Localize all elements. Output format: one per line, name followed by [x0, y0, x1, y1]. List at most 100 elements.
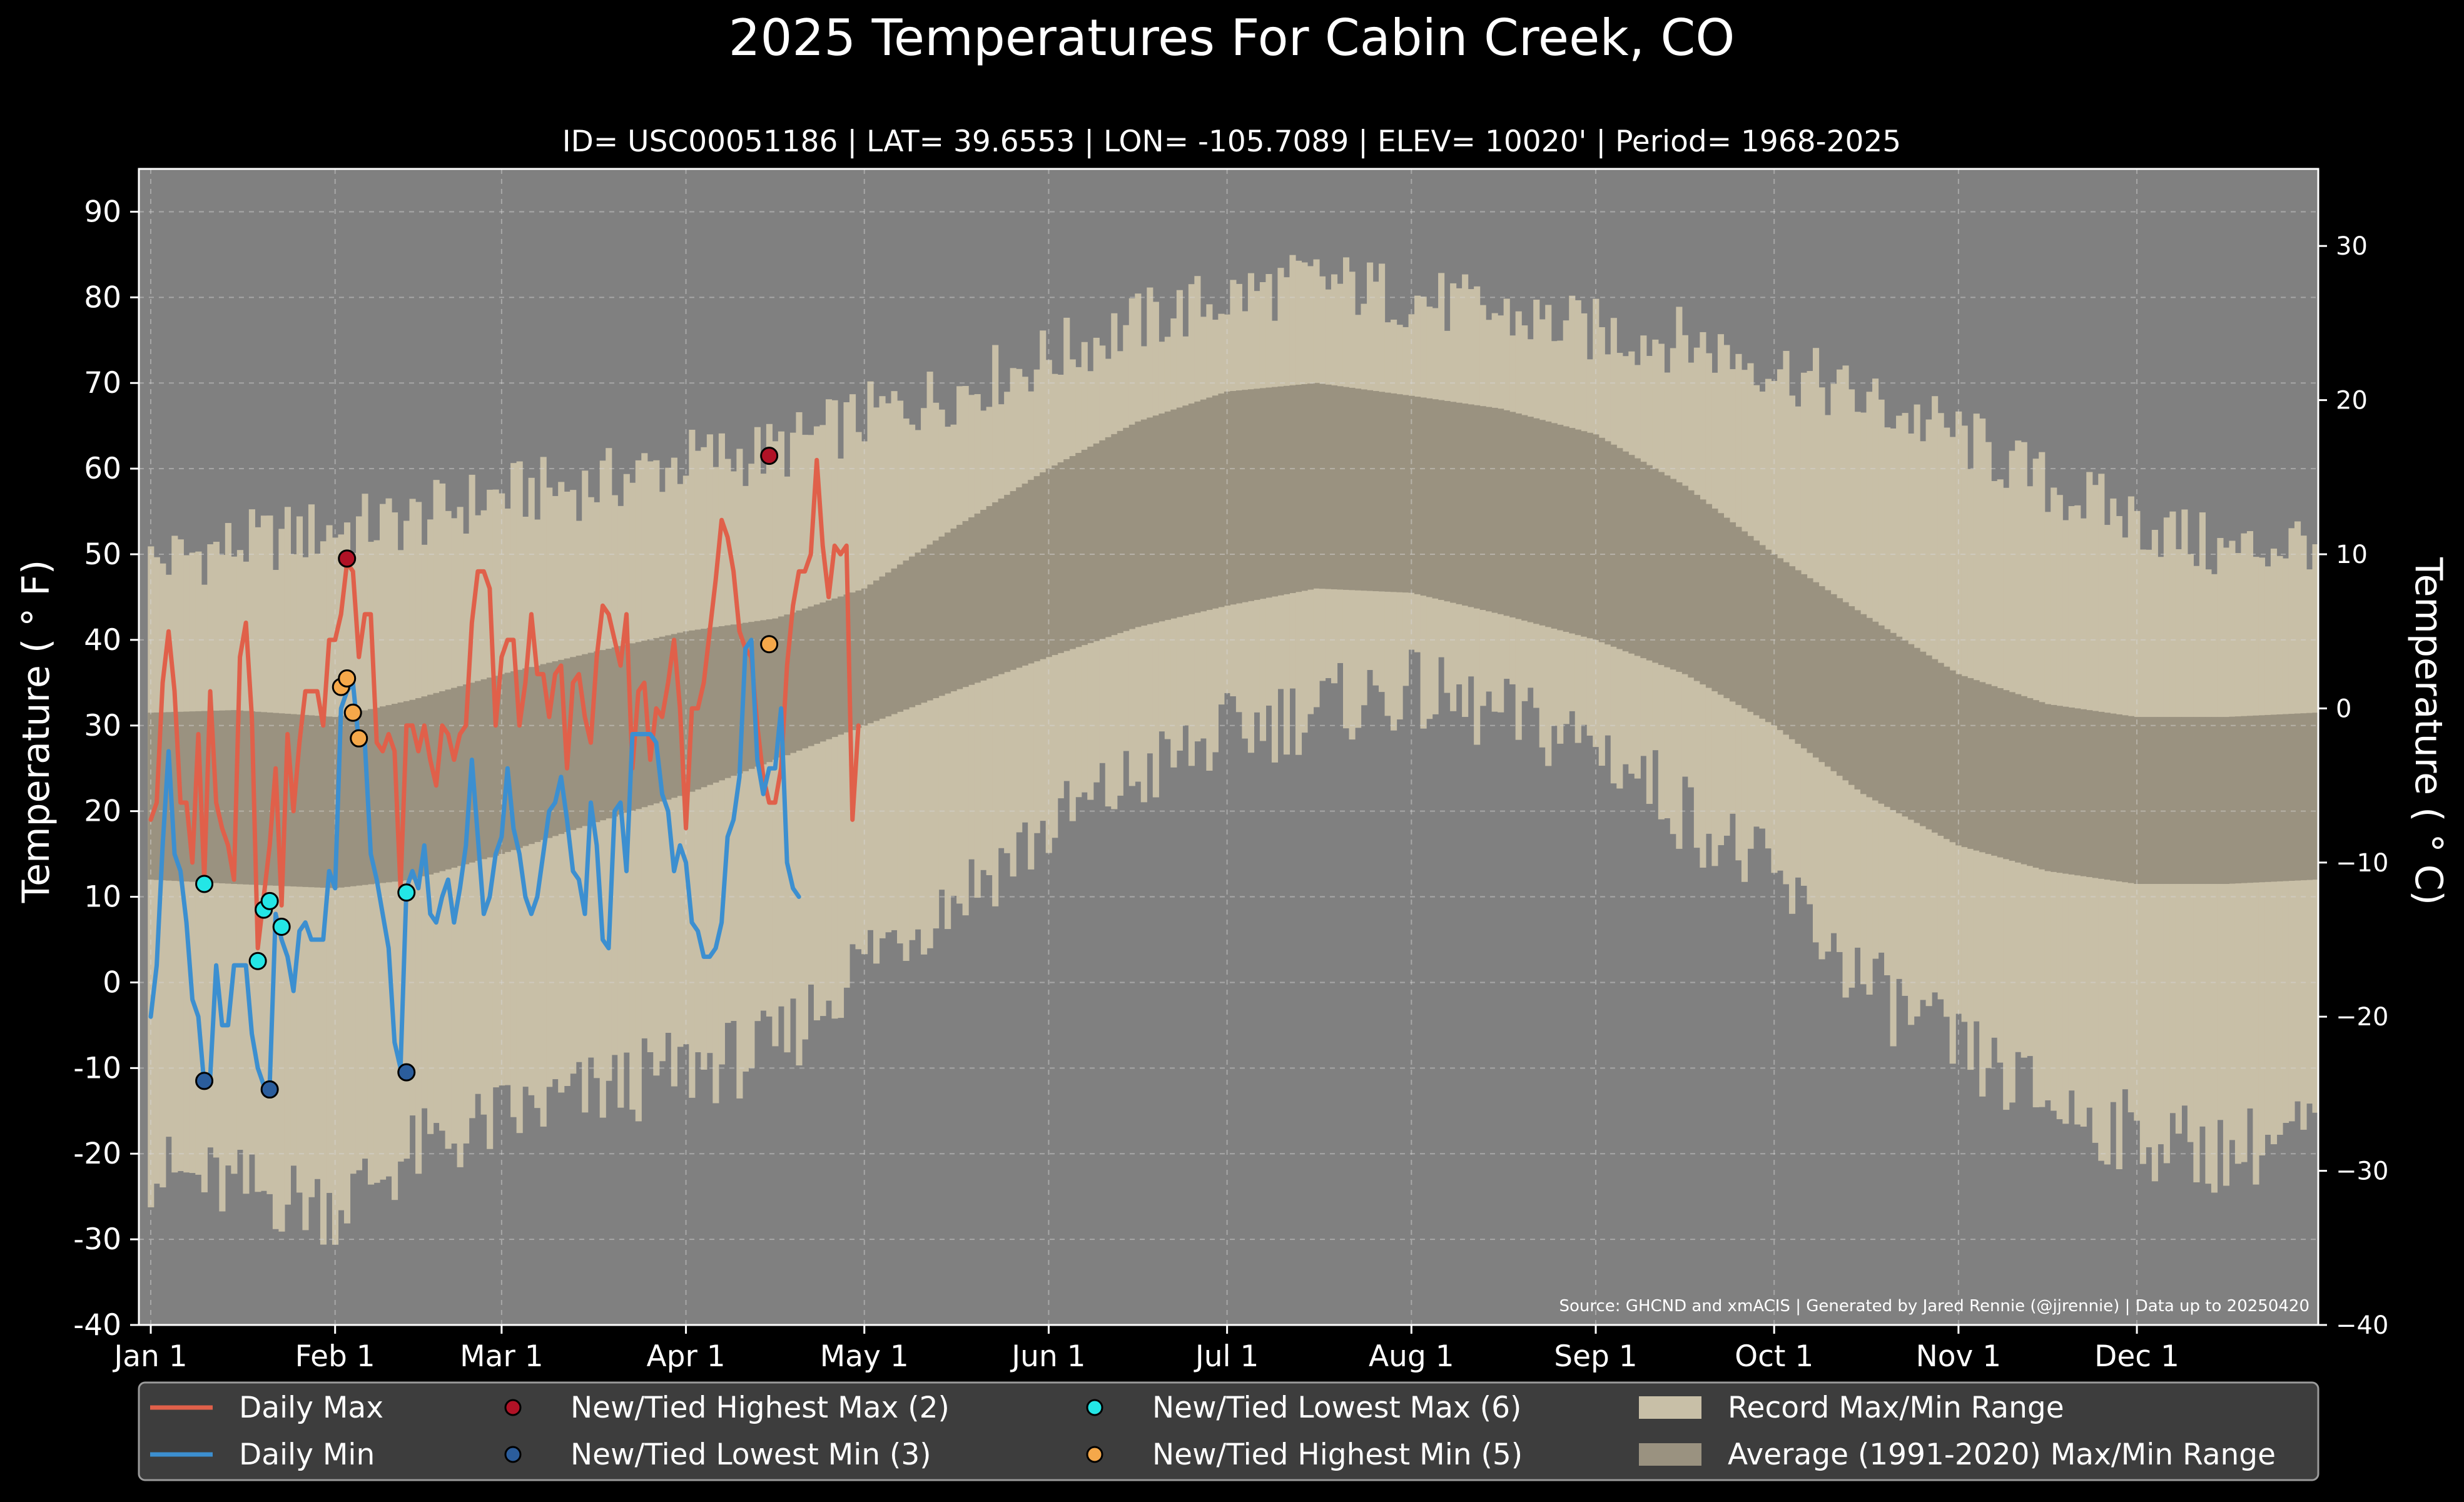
- normal-range-bar: [1967, 678, 1974, 849]
- normal-range-bar: [415, 698, 422, 878]
- normal-range-bar: [1361, 389, 1367, 591]
- normal-range-bar: [421, 696, 428, 876]
- normal-range-bar: [1182, 405, 1189, 616]
- legend-swatch-dot: [1086, 1399, 1103, 1416]
- normal-range-bar: [1158, 414, 1165, 622]
- plot-area: Source: GHCND and xmACIS | Generated by …: [139, 169, 2319, 1325]
- normal-range-bar: [2139, 717, 2146, 885]
- normal-range-bar: [2110, 713, 2117, 881]
- normal-range-bar: [195, 711, 202, 883]
- normal-range-bar: [1658, 472, 1665, 666]
- normal-range-bar: [1551, 423, 1558, 629]
- normal-range-bar: [516, 669, 523, 848]
- y-tick-label-right: −40: [2336, 1311, 2388, 1340]
- normal-range-bar: [1569, 428, 1576, 634]
- plot-frame: [138, 168, 2320, 1326]
- normal-range-bar: [730, 624, 737, 776]
- normal-range-bar: [825, 600, 833, 739]
- normal-range-bar: [594, 651, 601, 823]
- normal-range-bar: [2181, 717, 2188, 885]
- normal-range-bar: [1705, 504, 1712, 688]
- record-marker: [338, 549, 357, 568]
- normal-range-bar: [1063, 459, 1070, 651]
- normal-range-bar: [582, 654, 589, 826]
- normal-range-bar: [2234, 716, 2242, 884]
- normal-range-bar: [2015, 694, 2022, 863]
- normal-range-bar: [1979, 682, 1986, 853]
- normal-range-bar: [1408, 395, 1415, 593]
- normal-range-bar: [326, 716, 333, 888]
- normal-range-bar: [183, 711, 190, 882]
- normal-range-bar: [796, 610, 803, 751]
- normal-range-bar: [1450, 402, 1457, 603]
- y-tick-label-right: 10: [2336, 540, 2368, 569]
- normal-range-bar: [475, 681, 482, 861]
- legend-box: [138, 1381, 2320, 1481]
- normal-range-bar: [873, 580, 880, 721]
- legend-swatch-dot: [504, 1399, 522, 1416]
- normal-range-bar: [2151, 717, 2158, 885]
- legend-label: Daily Min: [239, 1438, 375, 1472]
- normal-range-bar: [2253, 715, 2259, 883]
- normal-range-bar: [1432, 399, 1439, 599]
- normal-range-bar: [427, 694, 434, 875]
- normal-range-bar: [831, 598, 838, 738]
- normal-range-bar: [1194, 401, 1201, 613]
- record-range-bar: [332, 537, 339, 1245]
- normal-range-bar: [148, 713, 155, 880]
- normal-range-bar: [1052, 465, 1058, 656]
- normal-range-bar: [980, 509, 987, 681]
- normal-range-bar: [1860, 614, 1867, 794]
- normal-range-bar: [1788, 566, 1796, 739]
- normal-range-bar: [1509, 412, 1516, 617]
- grid: [139, 169, 2318, 1325]
- normal-range-bar: [1741, 531, 1748, 709]
- normal-range-bar: [308, 715, 315, 888]
- normal-range-bar: [1949, 670, 1956, 843]
- record-marker: [397, 883, 416, 902]
- record-markers-lowest-max: [195, 875, 416, 970]
- normal-range-bar: [956, 524, 963, 689]
- normal-range-bar: [1884, 629, 1891, 807]
- record-marker: [260, 891, 279, 910]
- normal-range-bar: [2039, 702, 2046, 870]
- normal-range-bar: [903, 561, 910, 710]
- normal-range-bar: [1503, 410, 1510, 616]
- normal-range-bar: [2032, 700, 2039, 868]
- normal-range-bar: [314, 716, 321, 888]
- normal-range-bar: [1729, 522, 1736, 702]
- normal-range-bar: [2098, 711, 2105, 879]
- normal-range-bar: [1925, 655, 1932, 830]
- normal-range-bar: [1783, 562, 1790, 735]
- normal-range-bar: [1111, 434, 1118, 636]
- normal-range-bar: [373, 708, 380, 884]
- normal-range-bar: [1319, 383, 1326, 589]
- normal-range-bar: [1212, 395, 1219, 609]
- normal-range-bar: [867, 584, 874, 724]
- y-tick-label-left: 20: [84, 794, 121, 829]
- normal-range-bar: [1313, 383, 1320, 589]
- normal-range-bar: [2276, 714, 2283, 881]
- normal-range-bar: [945, 532, 951, 694]
- normal-range-bar: [1890, 632, 1897, 810]
- normal-range-bar: [2104, 713, 2111, 880]
- normal-range-bar: [617, 646, 624, 815]
- normal-range-bar: [1069, 456, 1076, 649]
- record-marker: [338, 669, 357, 688]
- normal-range-bar: [189, 711, 196, 882]
- normal-range-bar: [2300, 713, 2307, 881]
- normal-range-bar: [974, 513, 981, 683]
- normal-range-bar: [2187, 717, 2194, 885]
- normal-range-bar: [861, 588, 868, 726]
- normal-range-bar: [808, 606, 814, 746]
- normal-range-bar: [1040, 472, 1047, 659]
- normal-range-bar: [1878, 625, 1885, 804]
- normal-range-bar: [1795, 570, 1802, 744]
- normal-range-bar: [1997, 688, 2004, 858]
- normal-range-bar: [1610, 444, 1617, 647]
- record-markers-highest-max: [338, 447, 779, 568]
- normal-range-bar: [1664, 475, 1671, 667]
- normal-range-bar: [2246, 716, 2254, 883]
- normal-range-bar: [2068, 708, 2075, 875]
